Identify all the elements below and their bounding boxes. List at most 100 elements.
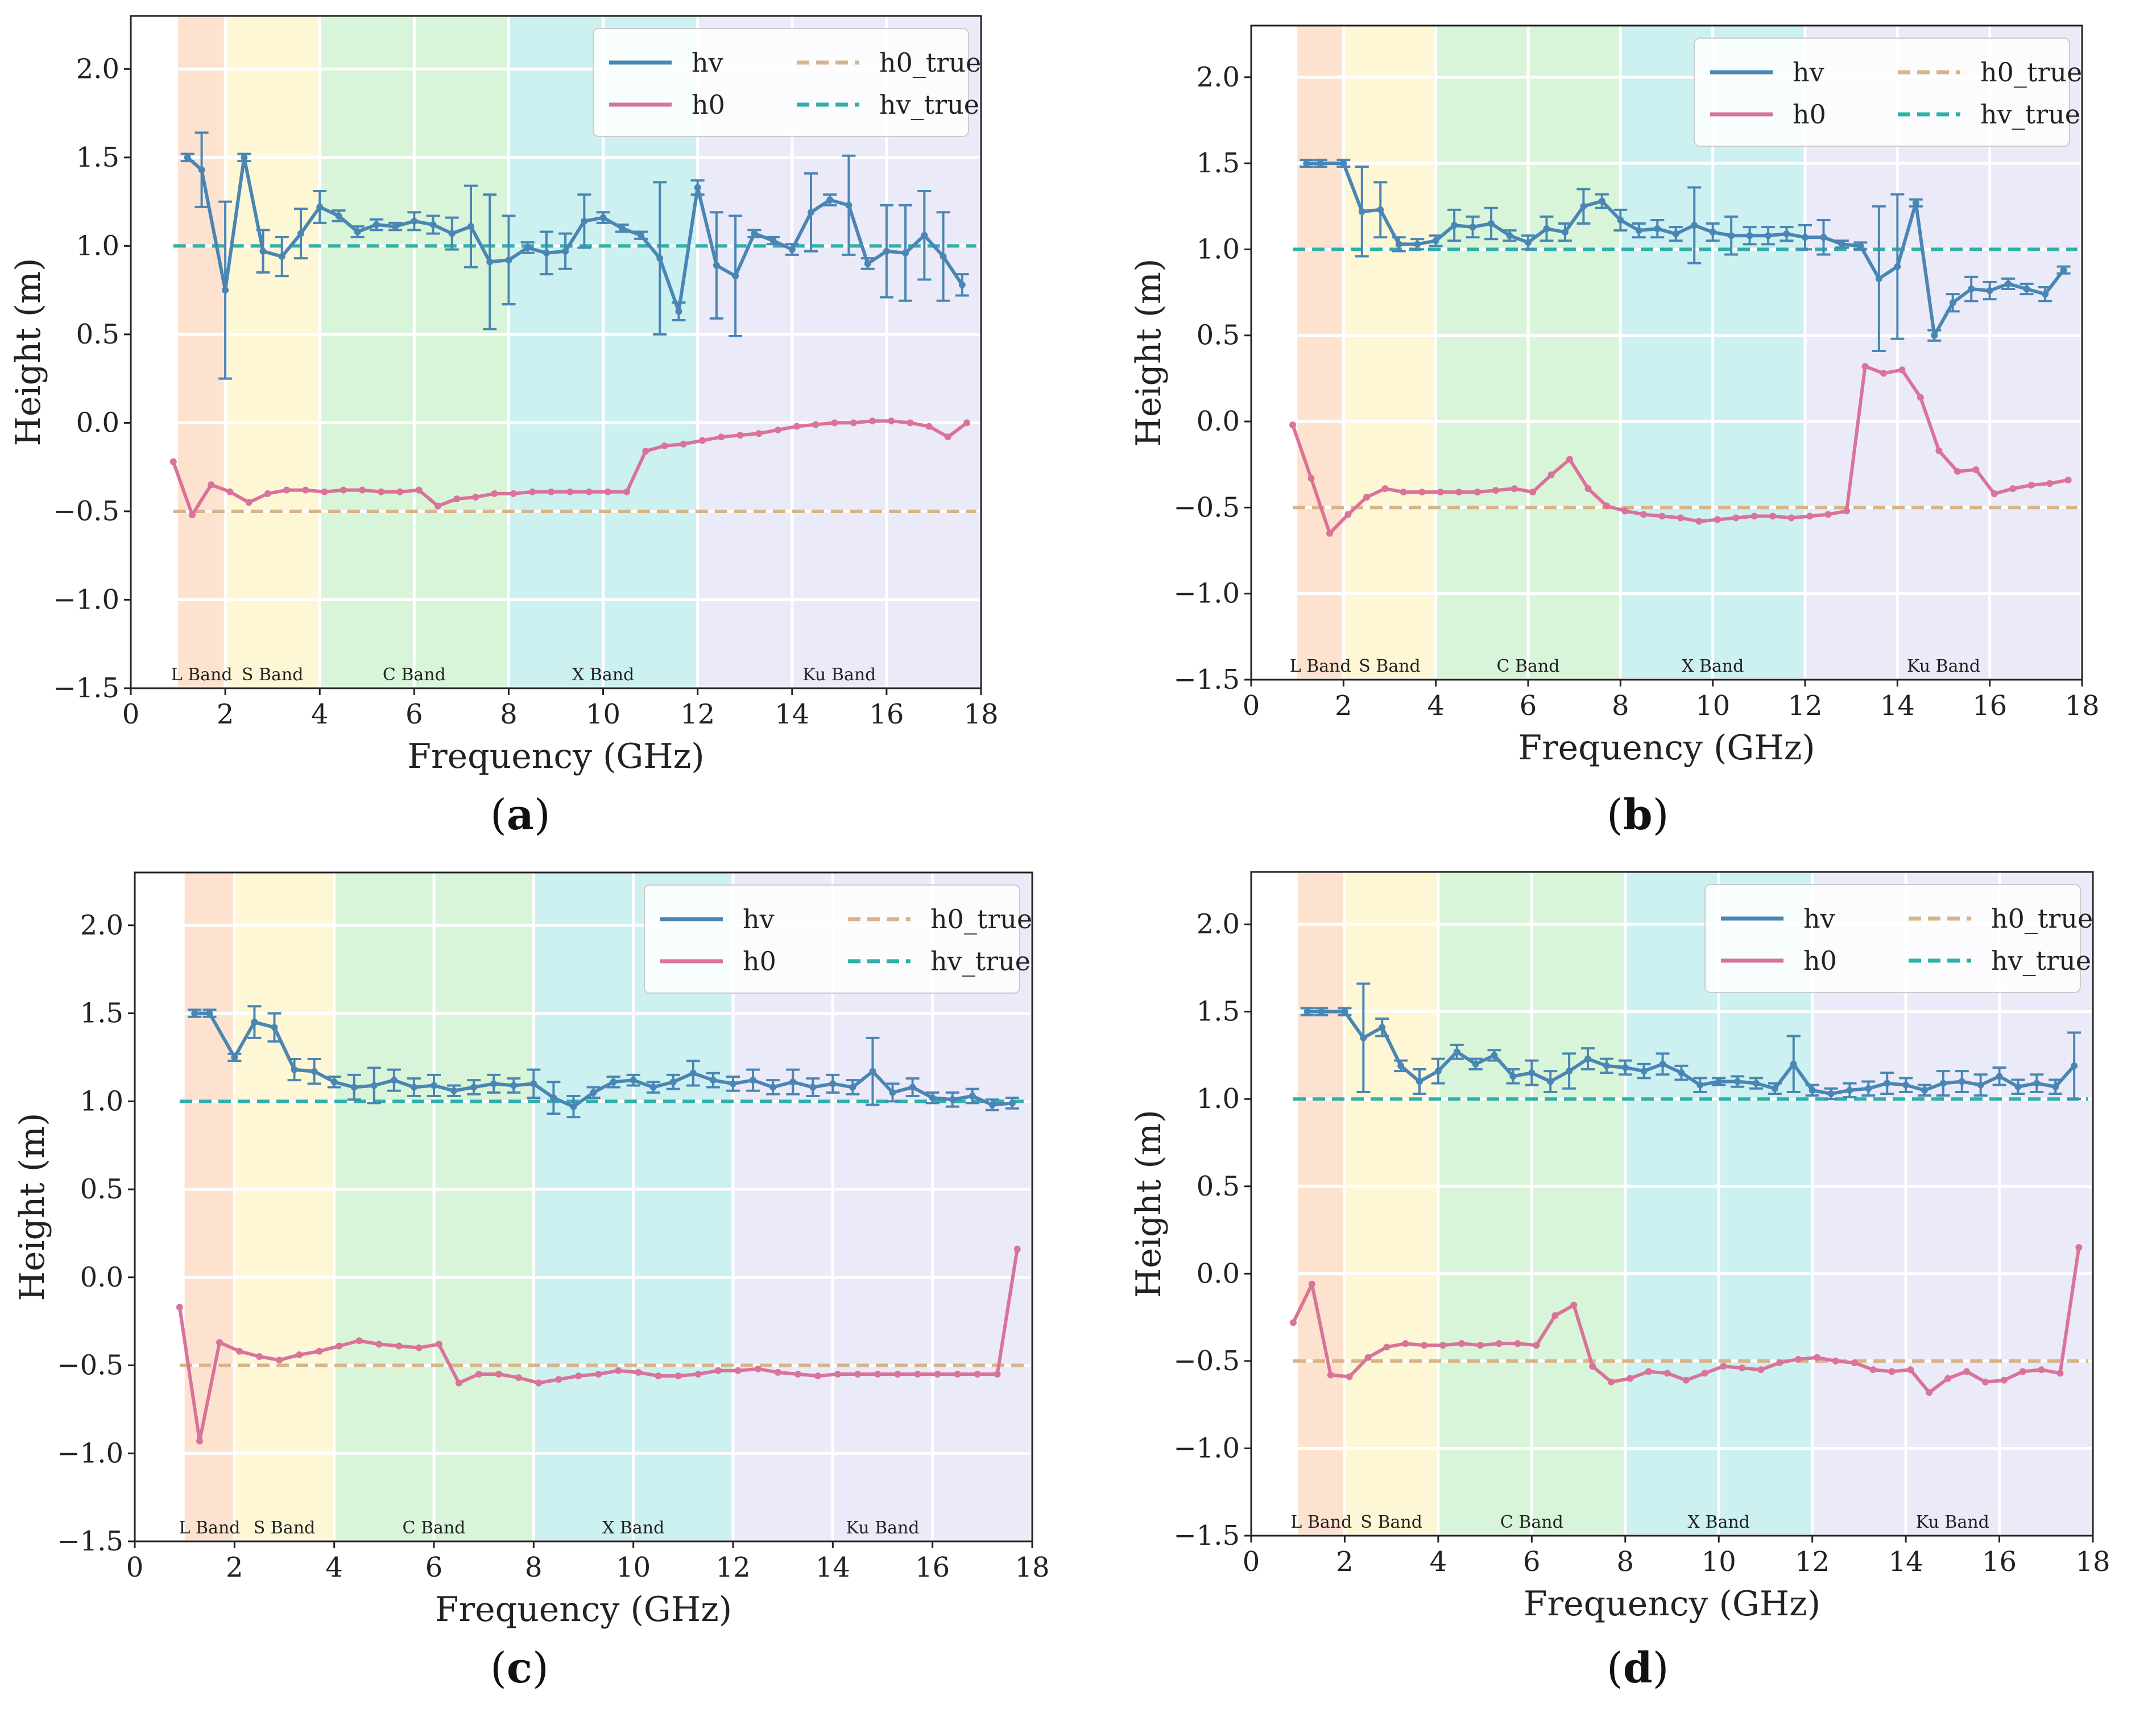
- point-hv-d-26: [1790, 1060, 1797, 1068]
- point-h0-b-30: [1843, 507, 1851, 515]
- point-hv-b-21: [1691, 222, 1698, 229]
- point-h0-a-27: [680, 440, 687, 448]
- y-tick-label-d-5: 1.0: [1197, 1083, 1240, 1115]
- point-h0-c-33: [834, 1371, 842, 1378]
- y-tick-label-b-0: −1.5: [1173, 664, 1240, 696]
- point-hv-c-37: [929, 1094, 936, 1102]
- series-h0-c: [176, 1246, 1021, 1445]
- point-hv-d-24: [1753, 1080, 1760, 1087]
- point-h0-b-0: [1289, 421, 1297, 429]
- x-tick-label-b-3: 6: [1520, 690, 1537, 722]
- point-h0-b-15: [1566, 456, 1574, 463]
- band-label-b-0: L Band: [1290, 656, 1351, 676]
- point-h0-b-14: [1547, 471, 1555, 478]
- point-h0-b-13: [1529, 489, 1537, 496]
- panel-label-d: (d): [1607, 1644, 1669, 1693]
- point-hv-b-14: [1561, 229, 1569, 236]
- point-h0-a-3: [226, 488, 234, 495]
- x-tick-label-c-0: 0: [126, 1552, 144, 1583]
- point-h0-b-25: [1751, 512, 1758, 520]
- point-hv-a-21: [581, 217, 588, 225]
- point-h0-c-42: [1013, 1246, 1021, 1253]
- legend-d: hv h0_true h0 hv_true: [1704, 884, 2093, 993]
- point-hv-c-1: [206, 1010, 213, 1017]
- point-hv-c-30: [789, 1078, 797, 1086]
- point-hv-a-2: [222, 287, 229, 294]
- chart-svg-a: L Band S Band C Band X Band Ku Band 0 2 4 6 8 10 12…: [9, 15, 999, 776]
- legend-label-h0-a: h0: [692, 89, 725, 120]
- legend-label-hv_true-b: hv_true: [1980, 99, 2080, 130]
- legend-label-hv_true-a: hv_true: [879, 89, 979, 120]
- y-tick-label-b-6: 1.5: [1197, 147, 1240, 179]
- point-h0-b-11: [1492, 487, 1500, 494]
- point-h0-c-22: [615, 1367, 622, 1374]
- legend-box-d: [1704, 884, 2081, 993]
- point-h0-b-5: [1381, 485, 1389, 493]
- y-tick-label-a-0: −1.5: [53, 672, 119, 704]
- point-h0-d-4: [1364, 1354, 1372, 1361]
- point-h0-c-8: [336, 1342, 343, 1350]
- legend-label-hv-c: hv: [743, 904, 775, 934]
- point-hv-a-14: [448, 230, 456, 237]
- point-hv-c-19: [570, 1103, 577, 1110]
- point-h0-a-30: [736, 432, 744, 439]
- point-hv-d-32: [1902, 1081, 1910, 1089]
- point-hv-b-33: [1912, 199, 1919, 206]
- point-h0-a-33: [793, 423, 801, 430]
- point-hv-a-30: [751, 230, 758, 237]
- x-tick-label-b-1: 2: [1335, 690, 1352, 722]
- legend-box-a: [593, 28, 969, 137]
- point-h0-a-9: [340, 486, 347, 494]
- point-h0-b-41: [2046, 480, 2054, 487]
- point-h0-b-24: [1732, 514, 1740, 522]
- point-h0-c-26: [694, 1371, 702, 1378]
- point-hv-d-0: [1303, 1008, 1311, 1015]
- band-label-a-1: S Band: [242, 665, 304, 685]
- point-h0-b-4: [1363, 494, 1370, 501]
- point-h0-c-37: [914, 1371, 921, 1378]
- point-h0-d-7: [1421, 1342, 1428, 1349]
- point-hv-c-3: [251, 1019, 258, 1026]
- point-hv-c-4: [271, 1024, 278, 1031]
- point-h0-b-34: [1917, 394, 1924, 401]
- point-hv-b-20: [1672, 230, 1679, 238]
- point-h0-b-35: [1935, 447, 1943, 454]
- point-hv-d-27: [1809, 1086, 1816, 1094]
- band-label-c-3: X Band: [602, 1518, 664, 1538]
- y-tick-label-c-0: −1.5: [57, 1525, 123, 1557]
- y-tick-label-b-7: 2.0: [1197, 61, 1240, 93]
- band-label-b-3: X Band: [1682, 656, 1744, 676]
- x-axis-label-d: Frequency (GHz): [1524, 1584, 1820, 1624]
- point-h0-b-31: [1861, 363, 1869, 370]
- point-hv-a-13: [429, 221, 437, 229]
- plot-frame-c: [134, 871, 1033, 1543]
- x-tick-label-a-0: 0: [122, 698, 140, 730]
- point-hv-d-25: [1771, 1085, 1778, 1092]
- point-h0-c-9: [355, 1337, 363, 1345]
- series-h0-d: [1290, 1244, 2083, 1396]
- x-tick-label-a-5: 10: [586, 698, 620, 730]
- point-hv-c-12: [431, 1082, 437, 1089]
- point-h0-b-42: [2064, 476, 2072, 483]
- point-hv-d-13: [1547, 1078, 1554, 1085]
- y-tick-label-d-4: 0.5: [1197, 1171, 1240, 1202]
- point-h0-d-26: [1776, 1359, 1783, 1366]
- point-h0-c-14: [455, 1379, 462, 1387]
- point-h0-a-32: [774, 426, 781, 433]
- point-h0-a-26: [661, 442, 668, 449]
- point-h0-a-42: [963, 419, 971, 427]
- y-tick-label-c-2: −0.5: [57, 1350, 123, 1382]
- point-hv-b-17: [1617, 216, 1624, 224]
- point-hv-d-21: [1696, 1081, 1704, 1089]
- point-h0-c-11: [395, 1342, 403, 1350]
- point-hv-d-6: [1416, 1078, 1423, 1085]
- point-h0-c-6: [296, 1351, 303, 1358]
- plot-frame-d: [1250, 871, 2094, 1537]
- point-hv-a-31: [769, 237, 777, 245]
- point-h0-c-17: [515, 1374, 523, 1382]
- series-hv-a: [180, 131, 969, 380]
- point-h0-b-40: [2027, 482, 2035, 489]
- point-hv-b-39: [2023, 286, 2030, 293]
- point-hv-c-18: [550, 1094, 557, 1102]
- band-label-d-0: L Band: [1290, 1512, 1352, 1532]
